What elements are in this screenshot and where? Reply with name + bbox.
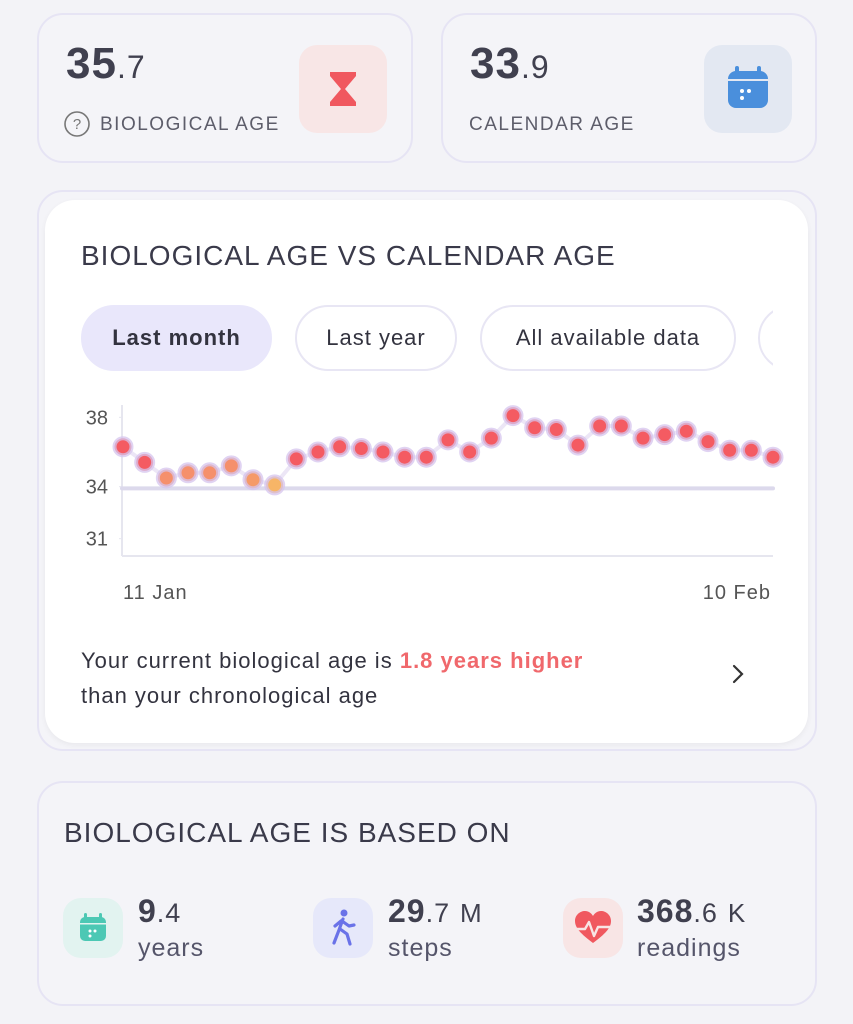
walk-icon bbox=[313, 898, 373, 958]
data-point bbox=[480, 427, 502, 449]
stat-value: 29.7 M bbox=[388, 893, 483, 930]
value-unit: K bbox=[727, 898, 747, 928]
data-point bbox=[329, 436, 351, 458]
value-whole: 35 bbox=[66, 39, 117, 88]
summary[interactable]: Your current biological age is 1.8 years… bbox=[81, 643, 583, 713]
chip-selected[interactable]: Last month bbox=[81, 305, 272, 371]
data-point bbox=[524, 417, 546, 439]
stat-label: years bbox=[138, 934, 205, 962]
data-point bbox=[697, 431, 719, 453]
x-tick-label: 11 Jan bbox=[123, 582, 188, 604]
data-point bbox=[372, 441, 394, 463]
data-point bbox=[502, 405, 524, 427]
data-point bbox=[719, 439, 741, 461]
cal-age-label: CALENDAR AGE bbox=[469, 114, 635, 135]
data-point bbox=[459, 441, 481, 463]
data-point bbox=[437, 429, 459, 451]
cal-age-card: 33.9 CALENDAR AGE bbox=[441, 13, 817, 163]
summary-suffix: than your chronological age bbox=[81, 683, 379, 708]
data-point bbox=[134, 451, 156, 473]
data-point bbox=[545, 418, 567, 440]
data-point bbox=[264, 474, 286, 496]
value-unit: M bbox=[460, 898, 483, 928]
based-on-card: BIOLOGICAL AGE IS BASED ON bbox=[37, 781, 817, 1006]
value-whole: 33 bbox=[470, 39, 521, 88]
y-tick-label: 34 bbox=[86, 477, 108, 499]
stat-label: steps bbox=[388, 934, 453, 962]
data-point bbox=[740, 439, 762, 461]
help-icon[interactable]: ? bbox=[63, 110, 91, 138]
value-fraction: .9 bbox=[520, 49, 550, 85]
value-whole: 29 bbox=[388, 893, 426, 929]
bio-age-label: BIOLOGICAL AGE bbox=[100, 114, 280, 135]
data-point bbox=[285, 448, 307, 470]
data-point bbox=[762, 446, 784, 468]
chip[interactable]: All available data bbox=[480, 305, 736, 371]
data-point bbox=[177, 462, 199, 484]
svg-text:?: ? bbox=[73, 116, 81, 133]
data-point bbox=[220, 455, 242, 477]
summary-prefix: Your current biological age is bbox=[81, 648, 393, 673]
value-whole: 9 bbox=[138, 893, 157, 929]
data-point bbox=[632, 427, 654, 449]
heart-icon bbox=[563, 898, 623, 958]
data-point bbox=[415, 446, 437, 468]
data-point bbox=[242, 469, 264, 491]
bio-age-card: 35.7 ? BIOLOGICAL AGE bbox=[37, 13, 413, 163]
value-fraction: .6 bbox=[693, 898, 718, 928]
stat-value: 368.6 K bbox=[637, 893, 746, 930]
based-on-title: BIOLOGICAL AGE IS BASED ON bbox=[64, 817, 511, 848]
chart-title: BIOLOGICAL AGE VS CALENDAR AGE bbox=[81, 240, 616, 271]
bio-age-value: 35.7 bbox=[66, 39, 146, 89]
data-point bbox=[112, 436, 134, 458]
stat-value: 9.4 bbox=[138, 893, 181, 930]
data-point bbox=[654, 424, 676, 446]
hourglass-icon bbox=[299, 45, 387, 133]
calendar-icon bbox=[704, 45, 792, 133]
data-point bbox=[350, 438, 372, 460]
value-fraction: .7 bbox=[116, 49, 146, 85]
value-fraction: .4 bbox=[156, 898, 182, 928]
data-point bbox=[610, 415, 632, 437]
data-point bbox=[155, 467, 177, 489]
value-fraction: .7 bbox=[425, 898, 451, 928]
chip[interactable]: Last year bbox=[295, 305, 457, 371]
cal-age-value: 33.9 bbox=[470, 39, 550, 89]
summary-highlight: 1.8 years higher bbox=[399, 648, 584, 673]
value-whole: 368 bbox=[637, 893, 694, 929]
data-point bbox=[675, 420, 697, 442]
y-tick-label: 38 bbox=[86, 407, 108, 429]
stat-label: readings bbox=[637, 934, 741, 962]
chip-row: Last month Last year All available data bbox=[81, 305, 773, 371]
calendar-icon bbox=[63, 898, 123, 958]
data-point bbox=[567, 434, 589, 456]
data-point bbox=[589, 415, 611, 437]
x-tick-label: 10 Feb bbox=[703, 582, 771, 604]
y-tick-label: 31 bbox=[86, 529, 108, 551]
data-point bbox=[307, 441, 329, 463]
data-point bbox=[199, 462, 221, 484]
data-point bbox=[394, 446, 416, 468]
chevron[interactable] bbox=[728, 662, 748, 686]
